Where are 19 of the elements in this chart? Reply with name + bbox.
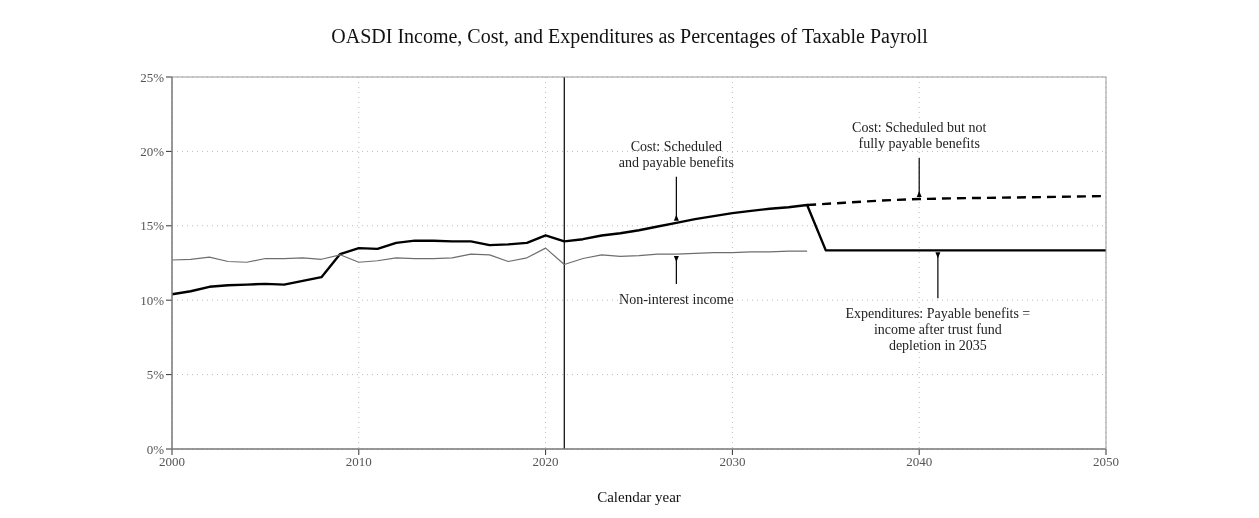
line-series	[172, 247, 808, 266]
x-tick-label: 2040	[906, 454, 933, 470]
chart-title: OASDI Income, Cost, and Expenditures as Percentages of Taxable Payroll	[330, 23, 929, 50]
y-tick-label: 0%	[146, 441, 165, 457]
y-tick-label: 15%	[140, 218, 165, 234]
annotation: Cost: Scheduled but not fully payable benefits	[852, 120, 987, 152]
annotation: Expenditures: Payable benefits = income after trust fund depletion in 2035	[845, 306, 1031, 354]
y-tick-label: 20%	[140, 144, 165, 160]
x-axis-title: Calendar year	[597, 489, 681, 505]
y-tick-label: 25%	[140, 69, 165, 85]
x-tick-label: 2020	[532, 454, 559, 470]
x-tick-label: 2030	[719, 454, 746, 470]
annotation: Cost: Scheduled and payable benefits	[618, 138, 734, 170]
y-tick-label: 5%	[146, 367, 165, 383]
x-tick-label: 2000	[159, 454, 185, 470]
annotation: Non-interest income	[619, 292, 734, 308]
y-tick-label: 10%	[140, 292, 165, 308]
x-tick-label: 2050	[1093, 454, 1119, 470]
x-tick-label: 2010	[345, 454, 372, 470]
